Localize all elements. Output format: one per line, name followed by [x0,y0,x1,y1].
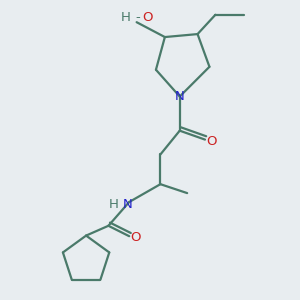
Text: N: N [175,90,184,103]
Text: -: - [135,11,140,24]
Text: O: O [142,11,153,24]
Text: H: H [109,198,119,211]
Text: O: O [130,231,141,244]
Text: O: O [206,135,217,148]
Text: N: N [123,198,133,211]
Text: H: H [121,11,130,24]
